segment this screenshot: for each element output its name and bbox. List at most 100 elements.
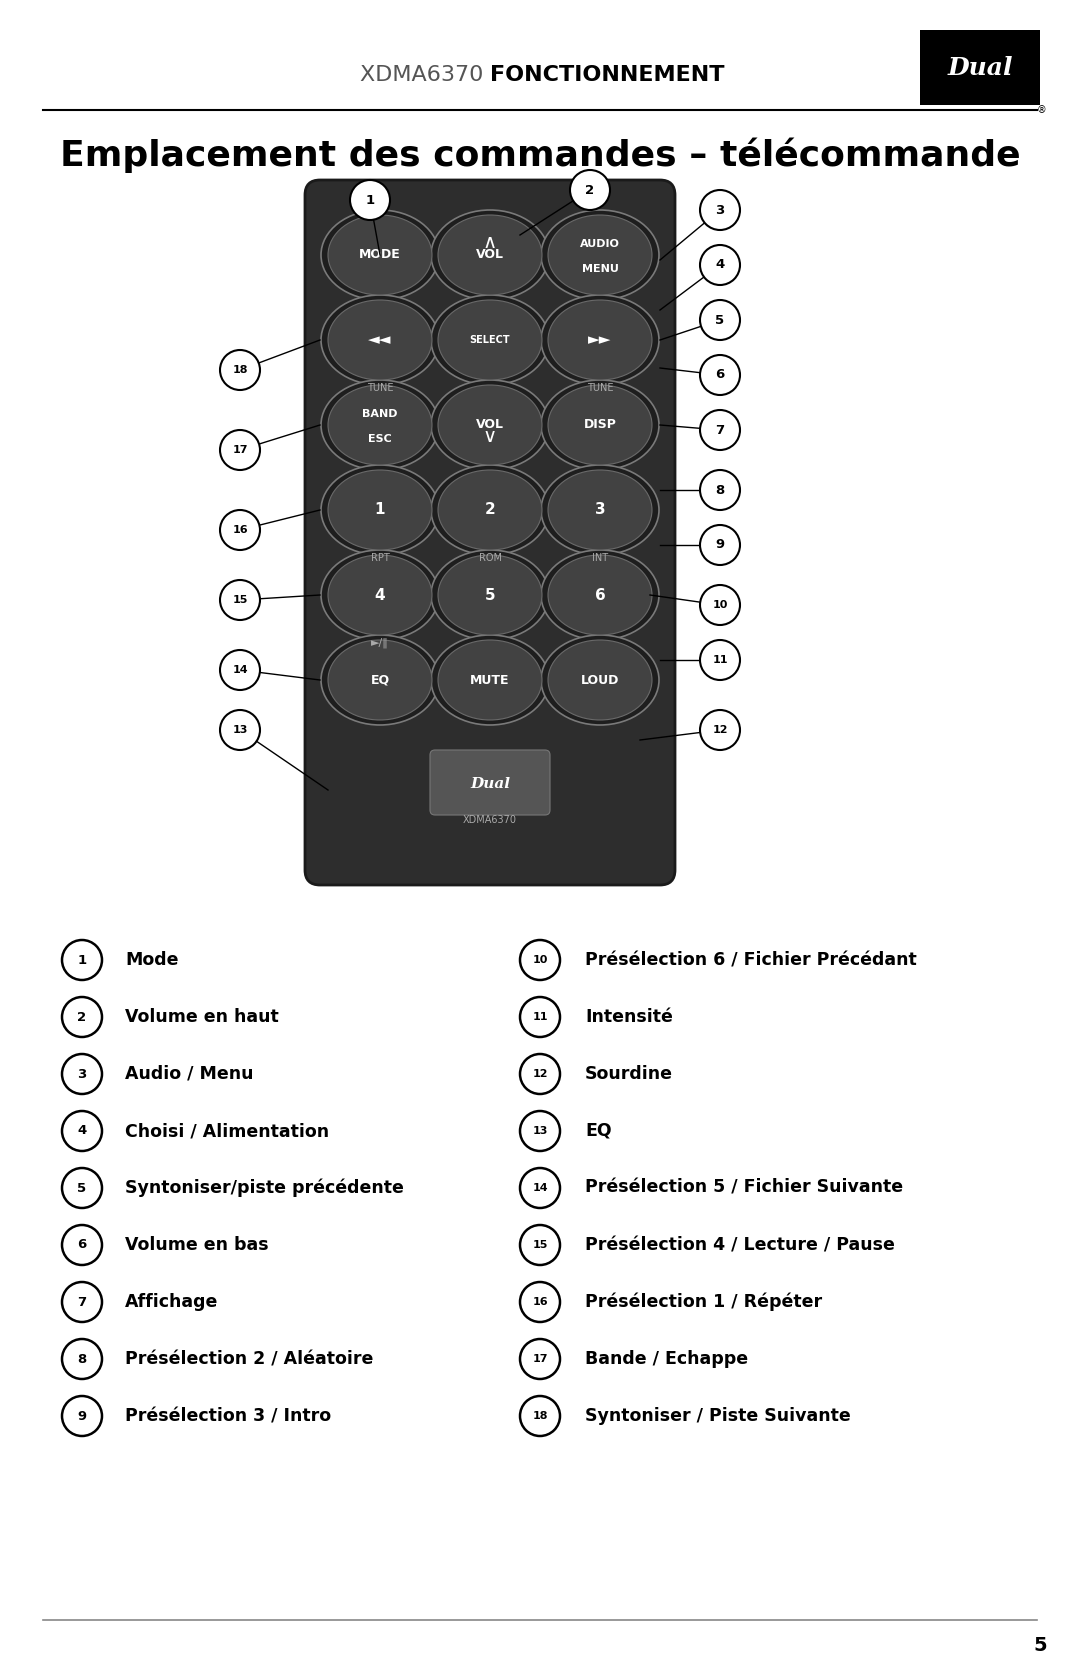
Text: ESC: ESC xyxy=(368,434,392,444)
Ellipse shape xyxy=(321,210,438,300)
Text: 17: 17 xyxy=(232,446,247,456)
Ellipse shape xyxy=(328,471,432,551)
Text: XDMA6370: XDMA6370 xyxy=(463,814,517,824)
Text: 6: 6 xyxy=(595,587,606,603)
Text: 5: 5 xyxy=(78,1182,86,1195)
Text: Mode: Mode xyxy=(125,951,178,970)
Circle shape xyxy=(220,649,260,689)
Circle shape xyxy=(220,350,260,391)
Circle shape xyxy=(62,1112,102,1152)
Text: EQ: EQ xyxy=(585,1122,611,1140)
Circle shape xyxy=(700,471,740,511)
Text: 15: 15 xyxy=(232,596,247,604)
Circle shape xyxy=(519,940,561,980)
Text: 16: 16 xyxy=(532,1297,548,1307)
Ellipse shape xyxy=(431,466,549,556)
Text: MUTE: MUTE xyxy=(470,674,510,686)
Text: 2: 2 xyxy=(78,1010,86,1023)
Ellipse shape xyxy=(431,634,549,724)
Ellipse shape xyxy=(541,466,659,556)
Circle shape xyxy=(519,1168,561,1208)
Text: Présélection 1 / Répéter: Présélection 1 / Répéter xyxy=(585,1293,822,1312)
Circle shape xyxy=(700,586,740,624)
Circle shape xyxy=(62,1168,102,1208)
Text: 10: 10 xyxy=(713,599,728,609)
Circle shape xyxy=(519,1282,561,1322)
FancyBboxPatch shape xyxy=(430,749,550,814)
Circle shape xyxy=(220,581,260,619)
Ellipse shape xyxy=(548,471,652,551)
Ellipse shape xyxy=(438,386,542,466)
Circle shape xyxy=(220,709,260,749)
Text: Choisi / Alimentation: Choisi / Alimentation xyxy=(125,1122,329,1140)
Text: 1: 1 xyxy=(365,194,375,207)
Text: ∨: ∨ xyxy=(483,427,497,447)
Text: 3: 3 xyxy=(595,502,605,517)
Text: 2: 2 xyxy=(585,184,595,197)
Circle shape xyxy=(519,996,561,1036)
Text: 14: 14 xyxy=(532,1183,548,1193)
Text: Dual: Dual xyxy=(470,778,510,791)
Circle shape xyxy=(350,180,390,220)
Ellipse shape xyxy=(431,295,549,386)
Text: 12: 12 xyxy=(532,1070,548,1078)
Text: Sourdine: Sourdine xyxy=(585,1065,673,1083)
Text: Présélection 3 / Intro: Présélection 3 / Intro xyxy=(125,1407,332,1425)
Text: Présélection 2 / Aléatoire: Présélection 2 / Aléatoire xyxy=(125,1350,374,1369)
Text: 5: 5 xyxy=(715,314,725,327)
Text: 4: 4 xyxy=(78,1125,86,1138)
Text: Emplacement des commandes – télécommande: Emplacement des commandes – télécommande xyxy=(59,137,1021,174)
Ellipse shape xyxy=(328,639,432,719)
Text: VOL: VOL xyxy=(476,419,504,432)
Text: 1: 1 xyxy=(375,502,386,517)
Text: 13: 13 xyxy=(532,1127,548,1137)
Text: Bande / Echappe: Bande / Echappe xyxy=(585,1350,748,1369)
Text: LOUD: LOUD xyxy=(581,674,619,686)
Ellipse shape xyxy=(321,466,438,556)
Ellipse shape xyxy=(438,300,542,381)
Circle shape xyxy=(700,190,740,230)
Text: AUDIO: AUDIO xyxy=(580,239,620,249)
Text: 8: 8 xyxy=(78,1352,86,1365)
Circle shape xyxy=(519,1112,561,1152)
Ellipse shape xyxy=(321,295,438,386)
Ellipse shape xyxy=(438,556,542,634)
Circle shape xyxy=(62,1339,102,1379)
Text: 6: 6 xyxy=(78,1238,86,1252)
Text: MODE: MODE xyxy=(360,249,401,262)
Text: VOL: VOL xyxy=(476,249,504,262)
Ellipse shape xyxy=(541,295,659,386)
Text: FONCTIONNEMENT: FONCTIONNEMENT xyxy=(490,65,725,85)
Text: 3: 3 xyxy=(715,204,725,217)
Text: Syntoniser / Piste Suivante: Syntoniser / Piste Suivante xyxy=(585,1407,851,1425)
Ellipse shape xyxy=(548,556,652,634)
Text: 16: 16 xyxy=(232,526,247,536)
FancyBboxPatch shape xyxy=(305,180,675,885)
Text: 14: 14 xyxy=(232,664,247,674)
Circle shape xyxy=(519,1055,561,1093)
Text: 6: 6 xyxy=(715,369,725,382)
Text: 10: 10 xyxy=(532,955,548,965)
Text: 4: 4 xyxy=(375,587,386,603)
Ellipse shape xyxy=(438,471,542,551)
Circle shape xyxy=(62,1225,102,1265)
Ellipse shape xyxy=(548,639,652,719)
Circle shape xyxy=(700,639,740,679)
Circle shape xyxy=(62,1055,102,1093)
Text: Volume en haut: Volume en haut xyxy=(125,1008,279,1026)
Circle shape xyxy=(519,1225,561,1265)
Circle shape xyxy=(519,1395,561,1435)
Text: 18: 18 xyxy=(532,1410,548,1420)
Text: 2: 2 xyxy=(485,502,496,517)
Ellipse shape xyxy=(438,639,542,719)
Text: Présélection 5 / Fichier Suivante: Présélection 5 / Fichier Suivante xyxy=(585,1178,903,1197)
Text: DISP: DISP xyxy=(583,419,617,432)
Circle shape xyxy=(700,411,740,451)
Text: 15: 15 xyxy=(532,1240,548,1250)
Text: ∧: ∧ xyxy=(483,234,497,252)
Text: 4: 4 xyxy=(715,259,725,272)
Ellipse shape xyxy=(438,215,542,295)
Text: 7: 7 xyxy=(715,424,725,437)
Text: 5: 5 xyxy=(485,587,496,603)
Text: Volume en bas: Volume en bas xyxy=(125,1237,269,1253)
